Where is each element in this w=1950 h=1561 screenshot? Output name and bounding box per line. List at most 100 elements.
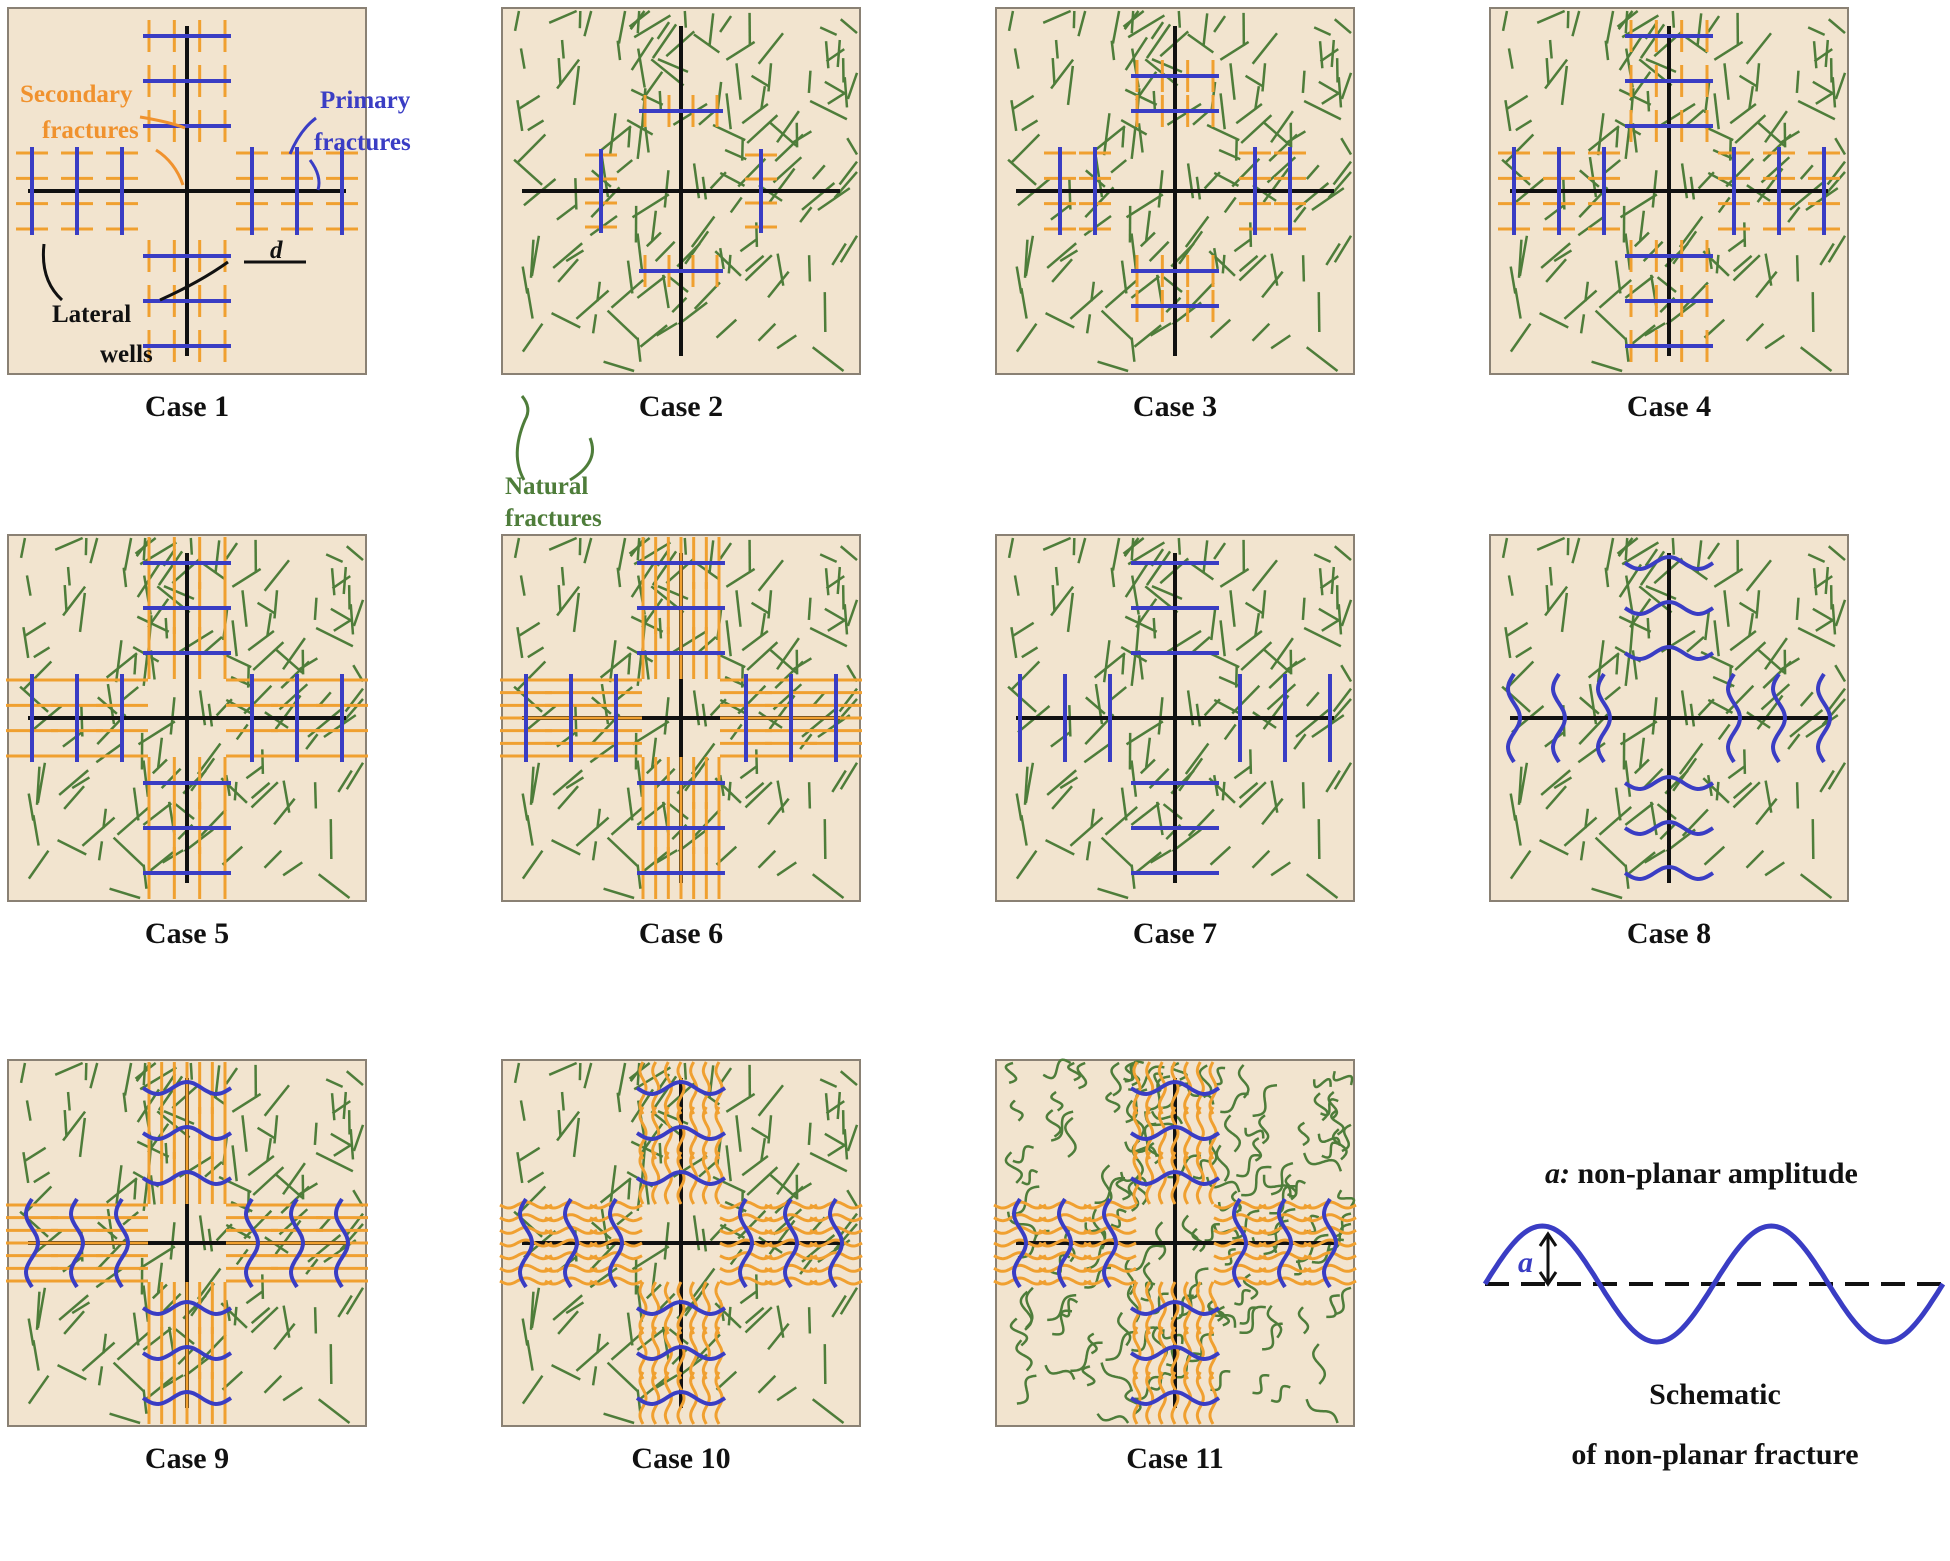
natural-fracture	[1045, 1109, 1062, 1138]
secondary-fracture	[809, 1251, 863, 1261]
natural-fracture	[519, 575, 526, 596]
natural-fracture	[1024, 235, 1035, 277]
natural-fracture	[233, 781, 238, 801]
natural-fracture	[627, 654, 632, 675]
secondary-fracture	[638, 1326, 648, 1380]
natural-fracture	[744, 781, 765, 800]
secondary-fracture	[1145, 1371, 1155, 1425]
secondary-fracture	[764, 1263, 818, 1273]
natural-fracture	[1104, 278, 1139, 309]
primary-fracture	[517, 1197, 535, 1289]
natural-fracture	[1069, 816, 1104, 847]
natural-fracture	[1327, 1091, 1339, 1120]
natural-fracture	[831, 242, 847, 266]
natural-fracture	[1826, 160, 1846, 186]
natural-fracture	[1210, 608, 1217, 641]
natural-fracture	[1577, 215, 1606, 237]
natural-fracture	[1100, 836, 1133, 868]
natural-fracture	[1067, 1061, 1082, 1082]
natural-fracture	[1059, 1297, 1079, 1318]
natural-fracture	[1319, 48, 1339, 63]
natural-fracture	[725, 1145, 732, 1182]
hydraulic-fractures	[6, 1062, 368, 1424]
natural-fracture	[1604, 686, 1622, 701]
natural-fracture	[1560, 65, 1569, 106]
natural-fracture	[608, 640, 617, 683]
natural-fracture	[1251, 559, 1278, 592]
primary-fracture	[1129, 1079, 1221, 1097]
secondary-fracture	[544, 1263, 598, 1273]
secondary-fracture	[544, 1251, 598, 1261]
secondary-fracture	[1132, 1106, 1142, 1160]
natural-fracture	[1764, 110, 1788, 144]
natural-fracture	[519, 48, 526, 69]
natural-fracture	[701, 1228, 708, 1252]
natural-fracture	[1122, 537, 1145, 555]
natural-fracture	[1004, 1061, 1018, 1084]
natural-fracture	[1050, 1110, 1074, 1142]
natural-fracture	[1234, 666, 1238, 688]
natural-fracture	[243, 1209, 273, 1240]
primary-fracture	[113, 1197, 131, 1289]
natural-fracture	[1318, 607, 1341, 623]
secondary-fracture	[701, 1371, 711, 1425]
natural-fracture	[557, 258, 579, 283]
natural-fracture	[572, 65, 581, 106]
natural-fracture	[266, 1137, 273, 1161]
natural-fracture	[824, 80, 847, 96]
natural-fracture	[1210, 1370, 1231, 1392]
natural-fracture	[1317, 819, 1321, 860]
natural-fracture	[1206, 123, 1240, 142]
natural-fracture	[1187, 808, 1215, 837]
natural-fracture	[1313, 26, 1332, 36]
natural-fracture	[1317, 1133, 1342, 1147]
natural-fracture	[596, 1333, 602, 1354]
natural-fracture	[134, 1062, 157, 1080]
natural-fracture	[1100, 1362, 1134, 1392]
secondary-fracture	[1132, 1151, 1142, 1205]
natural-fracture	[663, 170, 670, 208]
natural-fracture	[1805, 187, 1839, 212]
secondary-fracture	[589, 1263, 643, 1273]
natural-fracture	[636, 1062, 641, 1086]
natural-fracture	[122, 1092, 128, 1113]
natural-fracture	[1587, 125, 1620, 152]
natural-fracture	[1019, 1290, 1033, 1331]
schematic-title-line1: Schematic	[1649, 1378, 1781, 1411]
natural-fracture	[575, 816, 610, 847]
natural-fracture	[1553, 776, 1573, 790]
natural-fracture	[27, 1374, 50, 1405]
primary-fractures-label-line1: Primary	[320, 87, 411, 114]
natural-fracture	[1646, 617, 1651, 639]
natural-fracture	[1831, 77, 1837, 108]
natural-fracture	[1563, 816, 1598, 847]
secondary-fracture	[676, 1281, 686, 1335]
natural-fracture	[1702, 777, 1730, 804]
natural-fracture	[1184, 215, 1210, 248]
natural-fracture	[517, 660, 547, 691]
hydraulic-fractures	[1044, 60, 1306, 322]
natural-fracture	[1096, 1413, 1130, 1424]
natural-fracture	[725, 620, 732, 657]
natural-fracture	[1799, 164, 1814, 180]
secondary-fracture	[1170, 1106, 1180, 1160]
natural-fracture	[189, 1062, 194, 1080]
natural-fracture	[1732, 781, 1753, 800]
natural-fracture	[1305, 164, 1320, 180]
primary-fracture	[1815, 672, 1833, 764]
natural-fracture	[1054, 566, 1059, 586]
natural-fracture	[1651, 170, 1658, 208]
natural-fracture	[112, 1361, 145, 1393]
natural-fracture	[1220, 1092, 1249, 1114]
natural-fracture	[1110, 1061, 1122, 1097]
natural-fracture	[636, 537, 641, 561]
natural-fracture	[1110, 40, 1116, 61]
natural-fracture	[66, 566, 71, 586]
natural-fracture	[725, 1092, 756, 1113]
natural-fracture	[750, 601, 770, 615]
natural-fracture	[527, 646, 545, 659]
natural-fracture	[325, 1078, 344, 1088]
natural-fracture	[809, 1151, 848, 1173]
natural-fracture	[282, 1162, 306, 1196]
natural-fracture	[617, 1062, 627, 1096]
